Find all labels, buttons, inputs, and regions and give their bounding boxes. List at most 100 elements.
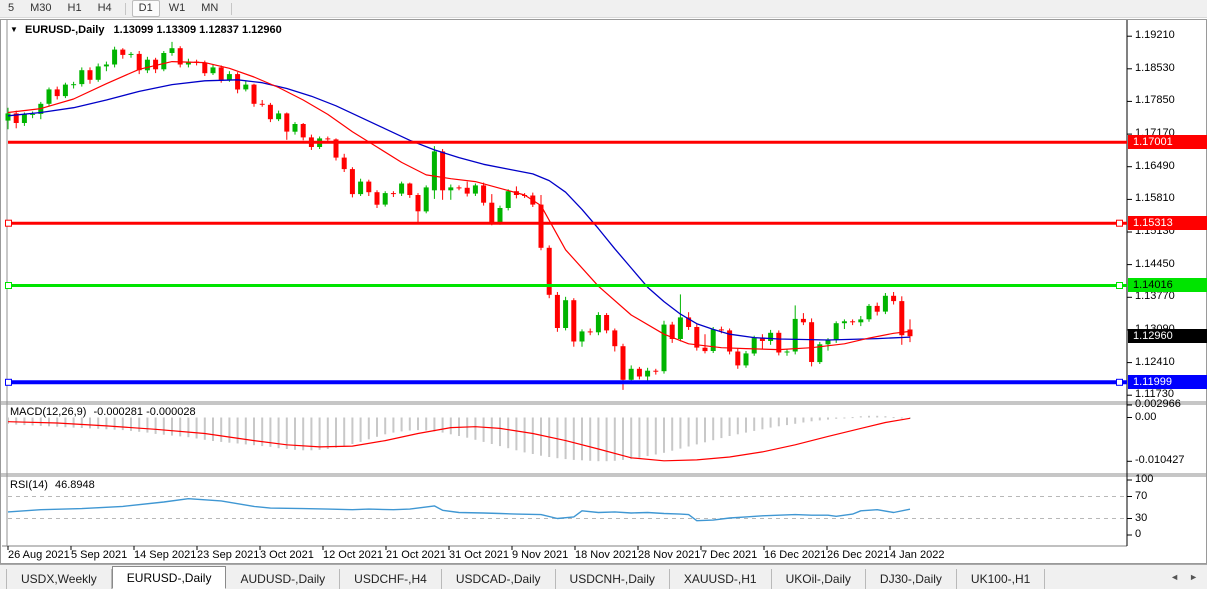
candle-bull — [292, 124, 298, 132]
timeframe-button-d1[interactable]: D1 — [131, 0, 160, 17]
ma-fast-line — [7, 60, 911, 351]
macd-histogram-bar — [441, 417, 444, 433]
macd-histogram-bar — [581, 417, 583, 461]
toolbar-separator — [231, 2, 233, 15]
timeframe-toolbar: 5 M30 H1 H4 D1 W1 MN — [0, 0, 1207, 18]
symbol-tab-ukoil-daily[interactable]: UKOil-,Daily — [772, 569, 866, 589]
level-line-handle — [1116, 219, 1123, 227]
candle-bear — [341, 157, 347, 170]
timeframe-button-h4[interactable]: H4 — [97, 2, 112, 14]
symbol-tab-usdchf-h4[interactable]: USDCHF-,H4 — [340, 569, 442, 589]
candle-bull — [866, 305, 872, 320]
candle-bear — [727, 330, 733, 352]
macd-histogram-bar — [490, 417, 493, 444]
rsi-line — [7, 498, 911, 522]
macd-histogram-bar — [786, 417, 788, 426]
symbol-tabbar: USDX,Weekly EURUSD-,Daily AUDUSD-,Daily USD… — [0, 564, 1207, 589]
candle-bear — [407, 183, 413, 195]
candle-bear — [554, 294, 560, 328]
symbol-tab-usdx-weekly[interactable]: USDX,Weekly — [6, 569, 112, 589]
macd-histogram-bar — [7, 417, 9, 424]
symbol-tab-dj30-daily[interactable]: DJ30-,Daily — [866, 569, 957, 589]
candle-bull — [661, 324, 667, 372]
candle-bear — [464, 187, 470, 194]
symbol-tab-uk100-h1[interactable]: UK100-,H1 — [957, 569, 1046, 589]
macd-histogram-bar — [556, 417, 559, 459]
candle-bear — [366, 181, 372, 193]
macd-histogram-bar — [23, 417, 26, 426]
macd-histogram-bar — [31, 417, 34, 426]
macd-histogram-bar — [818, 417, 821, 421]
macd-histogram-bar — [359, 417, 362, 442]
macd-histogram-bar — [572, 417, 575, 460]
candle-bull — [858, 319, 864, 323]
macd-histogram-bar — [638, 417, 641, 458]
candle-bull — [79, 70, 85, 85]
macd-histogram-bar — [138, 417, 141, 432]
macd-histogram-bar — [531, 417, 534, 454]
symbol-tab-usdcad-daily[interactable]: USDCAD-,Daily — [442, 569, 556, 589]
symbol-tab-xauusd-h1[interactable]: XAUUSD-,H1 — [670, 569, 772, 589]
timeframe-button-m30[interactable]: M30 — [30, 2, 52, 14]
candle-bull — [628, 368, 634, 380]
macd-histogram-bar — [728, 417, 731, 436]
macd-histogram-bar — [39, 417, 42, 426]
macd-histogram-bar — [695, 417, 698, 445]
candle-bear — [374, 192, 380, 205]
macd-histogram-bar — [113, 417, 116, 430]
candle-bull — [382, 193, 388, 205]
candle-bull — [497, 208, 503, 223]
candle-bull — [5, 113, 11, 121]
candle-bear — [735, 351, 741, 366]
macd-histogram-bar — [835, 417, 838, 419]
candle-bull — [825, 340, 831, 345]
candle-bull — [882, 295, 888, 312]
symbol-tab-eurusd-daily[interactable]: EURUSD-,Daily — [111, 566, 227, 589]
candle-bear — [177, 48, 183, 65]
timeframe-button-h1[interactable]: H1 — [67, 2, 82, 14]
macd-histogram-bar — [294, 417, 296, 450]
candle-bear — [54, 89, 60, 97]
symbol-tab-usdcnh-daily[interactable]: USDCNH-,Daily — [556, 569, 670, 589]
candle-bear — [251, 84, 257, 104]
candle-bear — [891, 295, 897, 302]
timeframe-button-w1[interactable]: W1 — [168, 2, 186, 14]
timeframe-button-5[interactable]: 5 — [8, 2, 15, 14]
candle-bull — [276, 113, 282, 120]
tab-scroll-right-icon[interactable]: ► — [1189, 572, 1198, 582]
macd-histogram-bar — [343, 417, 346, 447]
symbol-tab-audusd-daily[interactable]: AUDUSD-,Daily — [226, 569, 341, 589]
candle-bear — [800, 318, 806, 323]
macd-histogram-bar — [179, 417, 182, 437]
timeframe-button-mn[interactable]: MN — [201, 2, 219, 14]
macd-histogram-bar — [162, 417, 165, 435]
candle-bull — [431, 151, 437, 191]
candle-bear — [850, 321, 856, 323]
candle-bull — [144, 59, 150, 71]
macd-histogram-bar — [589, 417, 592, 461]
macd-histogram-bar — [876, 415, 879, 418]
macd-histogram-bar — [130, 417, 132, 431]
macd-histogram-bar — [507, 417, 510, 449]
tab-scroll-nav: ◄ ► — [1165, 565, 1203, 589]
candle-bear — [120, 49, 126, 55]
macd-histogram-bar — [769, 417, 772, 428]
tab-scroll-left-icon[interactable]: ◄ — [1170, 572, 1180, 582]
macd-histogram-bar — [417, 417, 419, 431]
macd-histogram-bar — [261, 417, 264, 447]
macd-histogram-bar — [499, 417, 501, 447]
macd-histogram-bar — [351, 417, 354, 444]
macd-histogram-bar — [195, 417, 198, 439]
macd-histogram-bar — [613, 417, 616, 461]
candle-bear — [267, 104, 273, 120]
candle-bear — [333, 139, 339, 158]
candle-bear — [235, 74, 241, 90]
macd-histogram-bar — [712, 417, 715, 441]
macd-histogram-bar — [622, 417, 624, 460]
level-line-handle — [5, 219, 12, 227]
macd-histogram-bar — [146, 417, 149, 433]
macd-histogram-bar — [523, 417, 526, 453]
candle-bear — [284, 113, 290, 132]
